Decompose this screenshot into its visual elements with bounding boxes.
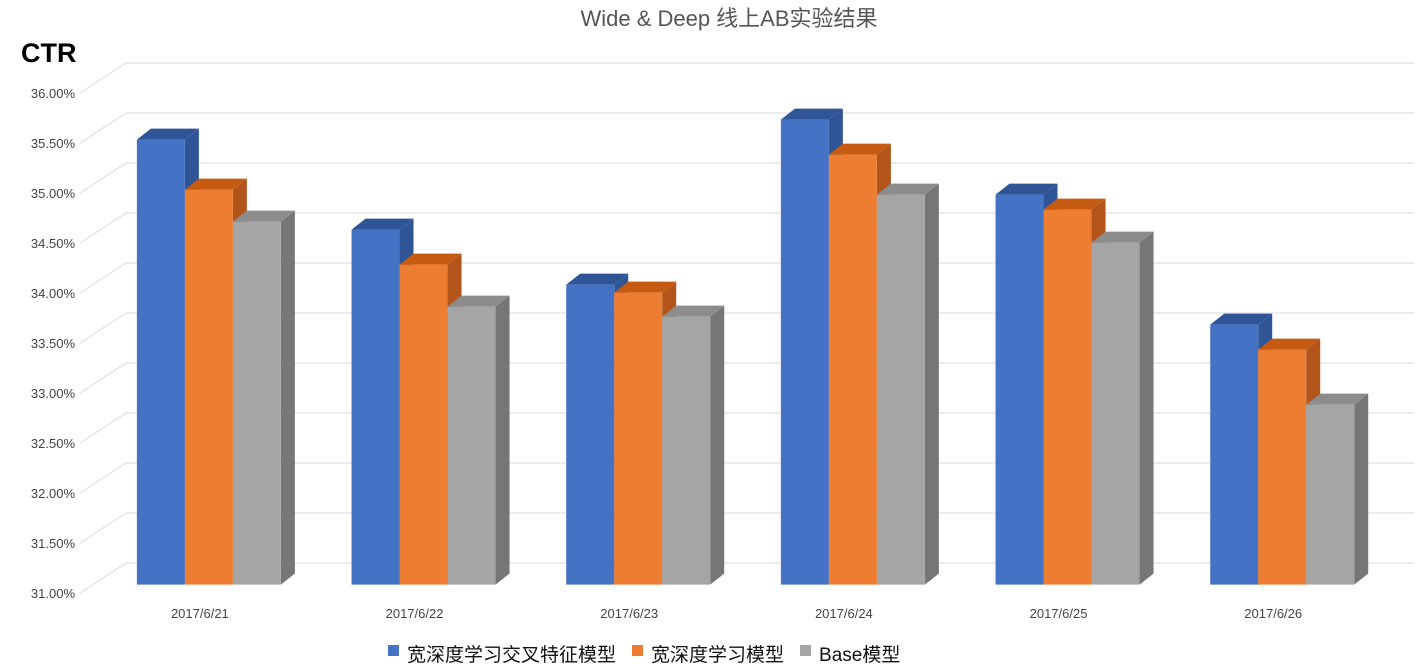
bar-top (1210, 313, 1273, 325)
bar-top (995, 183, 1058, 195)
bar-front (876, 194, 925, 585)
bar-front (1258, 349, 1307, 585)
legend: 宽深度学习交叉特征模型 宽深度学习模型 Base模型 (388, 644, 900, 666)
y-tick-label: 34.00% (31, 286, 76, 301)
bar-front (780, 119, 829, 585)
gridline (79, 262, 1414, 294)
bar (232, 210, 295, 585)
gridline (79, 512, 1414, 544)
bar-top (780, 108, 843, 120)
y-tick-label: 36.00% (31, 86, 76, 101)
gridline (79, 212, 1414, 244)
bar-front (136, 139, 185, 585)
x-tick-label: 2017/6/24 (815, 606, 873, 621)
bar-top (351, 218, 414, 230)
bar-top (399, 253, 462, 265)
bar-top (566, 273, 629, 285)
bar-side (710, 305, 725, 585)
bar-front (351, 229, 400, 585)
bar-front (399, 264, 448, 585)
gridline (79, 112, 1414, 144)
grid (79, 62, 1414, 594)
gridline (79, 412, 1414, 444)
bar-front (662, 316, 711, 585)
bar-top (1258, 338, 1321, 350)
bar-front (1043, 209, 1092, 585)
bar-top (184, 178, 247, 190)
legend-label: 宽深度学习交叉特征模型 (407, 644, 616, 666)
bar (447, 295, 510, 585)
bar-front (232, 221, 281, 585)
gridline (79, 312, 1414, 344)
y-tick-label: 31.50% (31, 536, 76, 551)
y-axis-label: CTR (21, 38, 77, 68)
bar-top (828, 143, 891, 155)
bar-top (232, 210, 295, 222)
y-axis-ticks: 31.00% 31.50% 32.00% 32.50% 33.00% 33.50% 34.0… (31, 86, 76, 601)
x-tick-label: 2017/6/25 (1030, 606, 1088, 621)
bar-front (566, 284, 615, 585)
legend-swatch (800, 645, 812, 656)
bar (1306, 393, 1369, 585)
gridline (79, 162, 1414, 194)
bar-side (1354, 393, 1369, 585)
gridline (79, 62, 1414, 94)
bars (136, 108, 1369, 585)
bar-front (614, 292, 663, 585)
legend-item: 宽深度学习交叉特征模型 (388, 644, 616, 666)
chart-title: Wide & Deep 线上AB实验结果 (580, 6, 877, 31)
y-tick-label: 31.00% (31, 586, 76, 601)
y-tick-label: 33.50% (31, 336, 76, 351)
y-tick-label: 32.00% (31, 486, 76, 501)
legend-item: Base模型 (800, 644, 900, 666)
y-tick-label: 35.00% (31, 186, 76, 201)
bar-side (280, 210, 295, 585)
bar-front (1210, 324, 1259, 585)
legend-swatch (388, 645, 399, 656)
y-tick-label: 34.50% (31, 236, 76, 251)
x-tick-label: 2017/6/21 (171, 606, 229, 621)
x-axis-ticks: 2017/6/21 2017/6/22 2017/6/23 2017/6/24 2017… (171, 606, 1302, 621)
bar-front (1091, 242, 1140, 585)
legend-item: 宽深度学习模型 (632, 644, 784, 666)
bar-top (876, 183, 939, 195)
bar-front (184, 189, 233, 585)
bar-top (1091, 231, 1154, 243)
bar-top (1043, 198, 1106, 210)
bar-top (136, 128, 199, 140)
y-tick-label: 32.50% (31, 436, 76, 451)
bar-front (447, 306, 496, 585)
gridline (79, 362, 1414, 394)
bar-side (924, 183, 939, 585)
legend-label: 宽深度学习模型 (651, 644, 784, 666)
gridline (79, 562, 1414, 594)
bar-top (614, 281, 677, 293)
x-tick-label: 2017/6/26 (1244, 606, 1302, 621)
bar-top (447, 295, 510, 307)
bar (662, 305, 725, 585)
legend-label: Base模型 (819, 644, 900, 666)
x-tick-label: 2017/6/23 (600, 606, 658, 621)
bar-top (662, 305, 725, 317)
bar (876, 183, 939, 585)
y-tick-label: 33.00% (31, 386, 76, 401)
bar-top (1306, 393, 1369, 405)
legend-swatch (632, 645, 644, 656)
bar-front (828, 154, 877, 585)
gridline (79, 462, 1414, 494)
bar-side (495, 295, 510, 585)
bar-front (995, 194, 1044, 585)
bar-side (1139, 231, 1154, 585)
bar (1091, 231, 1154, 585)
x-tick-label: 2017/6/22 (386, 606, 444, 621)
y-tick-label: 35.50% (31, 136, 76, 151)
bar-front (1306, 404, 1355, 585)
